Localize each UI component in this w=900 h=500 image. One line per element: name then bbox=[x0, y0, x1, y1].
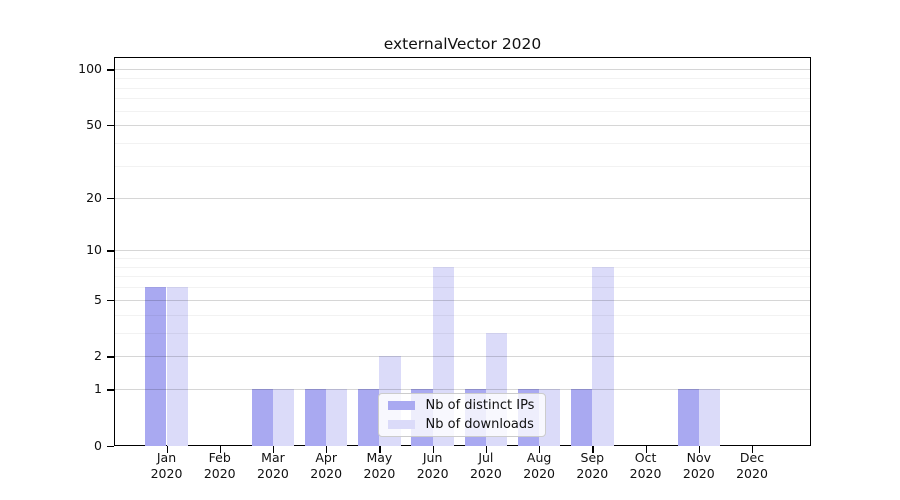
legend-row-downloads: Nb of downloads bbox=[387, 416, 537, 432]
x-tick-mark-may bbox=[379, 446, 381, 453]
y-tick-mark-5 bbox=[107, 299, 114, 302]
y-tick-mark-2 bbox=[107, 356, 114, 358]
minor-gridline-80 bbox=[115, 87, 810, 89]
minor-gridline-4 bbox=[115, 314, 810, 316]
bar-distinct-ips-may bbox=[358, 389, 380, 446]
minor-gridline-60 bbox=[115, 110, 810, 112]
legend-swatch-distinct-ips bbox=[387, 400, 415, 410]
x-tick-mark-oct bbox=[645, 446, 647, 453]
major-gridline-20 bbox=[115, 197, 810, 199]
minor-gridline-90 bbox=[115, 78, 810, 79]
minor-gridline-70 bbox=[115, 98, 810, 100]
legend: Nb of distinct IPs Nb of downloads bbox=[377, 393, 546, 437]
x-axis-month-label-mar: Mar 2020 bbox=[257, 450, 289, 481]
minor-gridline-7 bbox=[115, 276, 810, 278]
y-axis-tick-label-10: 10 bbox=[86, 242, 102, 258]
major-gridline-100 bbox=[115, 69, 810, 71]
y-tick-mark-100 bbox=[107, 69, 114, 71]
x-tick-mark-nov bbox=[698, 446, 700, 453]
minor-gridline-8 bbox=[115, 266, 810, 268]
y-tick-mark-50 bbox=[107, 125, 114, 127]
x-axis-month-label-apr: Apr 2020 bbox=[310, 450, 343, 481]
minor-gridline-30 bbox=[115, 165, 810, 167]
y-tick-mark-0 bbox=[107, 446, 114, 448]
x-tick-mark-aug bbox=[539, 446, 541, 453]
major-gridline-5 bbox=[115, 299, 810, 301]
major-gridline-2 bbox=[115, 356, 810, 358]
minor-gridline-40 bbox=[115, 143, 810, 145]
bar-downloads-mar bbox=[272, 389, 295, 446]
y-axis-tick-label-100: 100 bbox=[78, 61, 102, 77]
x-tick-mark-mar bbox=[272, 446, 275, 453]
x-tick-mark-feb bbox=[219, 446, 221, 453]
x-axis-month-label-jan: Jan 2020 bbox=[150, 450, 183, 481]
y-axis-tick-label-0: 0 bbox=[94, 438, 102, 453]
legend-swatch-downloads bbox=[387, 419, 415, 429]
y-tick-mark-10 bbox=[107, 250, 114, 252]
x-tick-mark-jul bbox=[485, 446, 488, 453]
y-tick-mark-20 bbox=[107, 197, 114, 199]
bar-distinct-ips-nov bbox=[677, 389, 699, 446]
y-axis-tick-label-5: 5 bbox=[94, 291, 102, 307]
x-axis-month-label-sep: Sep 2020 bbox=[576, 450, 609, 481]
x-axis-month-label-oct: Oct 2020 bbox=[629, 450, 662, 481]
bar-downloads-sep bbox=[592, 266, 614, 446]
legend-label-distinct-ips: Nb of distinct IPs bbox=[425, 397, 535, 413]
major-gridline-1 bbox=[115, 389, 810, 391]
x-axis-month-label-may: May 2020 bbox=[363, 450, 396, 481]
bar-distinct-ips-apr bbox=[304, 389, 327, 446]
major-gridline-10 bbox=[115, 250, 810, 252]
x-tick-mark-apr bbox=[326, 446, 328, 453]
y-axis-tick-label-20: 20 bbox=[86, 189, 102, 205]
x-axis-month-label-aug: Aug 2020 bbox=[523, 450, 556, 481]
bar-distinct-ips-sep bbox=[571, 389, 593, 446]
bar-downloads-nov bbox=[698, 389, 721, 446]
x-tick-mark-jun bbox=[432, 446, 434, 453]
x-tick-mark-dec bbox=[752, 446, 754, 453]
legend-label-downloads: Nb of downloads bbox=[425, 416, 534, 432]
x-axis-month-label-jun: Jun 2020 bbox=[416, 450, 449, 481]
x-tick-mark-jan bbox=[166, 446, 168, 453]
plot-area bbox=[114, 57, 811, 446]
y-axis-tick-label-1: 1 bbox=[94, 381, 102, 397]
minor-gridline-9 bbox=[115, 258, 810, 260]
y-axis-tick-label-2: 2 bbox=[94, 348, 102, 364]
bar-distinct-ips-mar bbox=[251, 389, 273, 446]
bar-downloads-apr bbox=[326, 389, 348, 446]
x-axis-month-label-feb: Feb 2020 bbox=[203, 450, 236, 481]
minor-gridline-6 bbox=[115, 287, 810, 289]
bar-downloads-jan bbox=[166, 287, 188, 446]
legend-row-distinct-ips: Nb of distinct IPs bbox=[387, 397, 537, 413]
x-axis-month-label-dec: Dec 2020 bbox=[736, 450, 768, 481]
major-gridline-50 bbox=[115, 125, 810, 127]
x-axis-month-label-nov: Nov 2020 bbox=[682, 450, 715, 481]
x-tick-mark-sep bbox=[592, 446, 594, 453]
x-axis-month-label-jul: Jul 2020 bbox=[469, 450, 502, 481]
minor-gridline-3 bbox=[115, 332, 810, 334]
y-axis-tick-label-50: 50 bbox=[86, 117, 102, 133]
chart-title: externalVector 2020 bbox=[383, 35, 542, 53]
y-tick-mark-1 bbox=[107, 389, 114, 391]
bar-distinct-ips-jan bbox=[145, 287, 167, 446]
